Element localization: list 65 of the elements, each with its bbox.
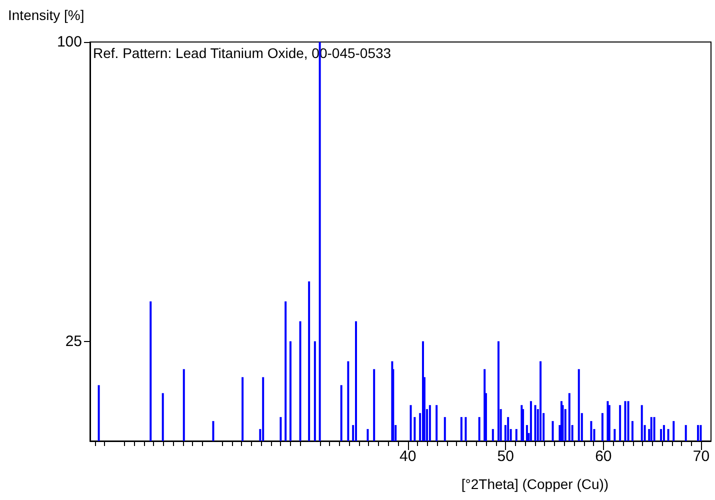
y-tick-label: 25 (65, 332, 82, 350)
bar (606, 401, 609, 441)
bar (299, 321, 302, 441)
bar (631, 421, 634, 441)
x-axis-title: [°2Theta] (Copper (Cu)) (461, 476, 609, 492)
bar (150, 301, 152, 441)
bar (162, 393, 164, 441)
bar (672, 421, 675, 441)
bar (478, 417, 480, 441)
bar (492, 429, 494, 441)
bar (242, 377, 244, 441)
bar (540, 361, 542, 441)
bar (662, 425, 665, 441)
bar (515, 429, 518, 441)
bar (289, 341, 292, 441)
bar (347, 361, 350, 441)
bar (552, 421, 554, 441)
bar (366, 429, 369, 441)
bar (373, 369, 376, 441)
x-tick-label: 70 (692, 448, 710, 465)
bar (578, 369, 580, 441)
bar (684, 425, 687, 441)
bar (534, 405, 536, 441)
bar (640, 405, 643, 441)
bar (619, 405, 622, 441)
bar (464, 417, 467, 441)
bar (650, 417, 652, 441)
x-tick-label: 60 (595, 448, 612, 465)
bar (507, 417, 510, 441)
bar (667, 429, 670, 441)
bar (182, 369, 185, 441)
y-axis-title: Intensity [%] (8, 7, 84, 23)
bar (590, 421, 592, 441)
bar (608, 405, 610, 441)
bar (314, 341, 316, 441)
bar (212, 421, 214, 441)
bar (436, 405, 438, 441)
bar (340, 385, 342, 441)
bar (660, 429, 662, 441)
bar (564, 409, 566, 441)
x-tick-label: 40 (399, 448, 416, 465)
bar (460, 417, 462, 441)
bar (98, 385, 100, 441)
bar (280, 417, 282, 441)
bar (308, 281, 310, 441)
bar (614, 429, 616, 441)
bar (444, 417, 446, 441)
bar (653, 417, 656, 441)
bar (601, 413, 604, 441)
bar (355, 321, 358, 441)
bar (700, 425, 702, 441)
x-tick-label: 50 (497, 448, 514, 465)
bar (696, 425, 699, 441)
bar (410, 405, 412, 441)
bar (627, 401, 630, 441)
y-tick-label: 100 (56, 34, 82, 50)
bar (522, 409, 524, 441)
bar (624, 401, 626, 441)
bar (284, 301, 287, 441)
bar (497, 341, 500, 441)
bar (562, 405, 564, 441)
bar (568, 393, 570, 441)
bar (530, 401, 532, 441)
bar (262, 377, 264, 441)
bar (428, 405, 431, 441)
